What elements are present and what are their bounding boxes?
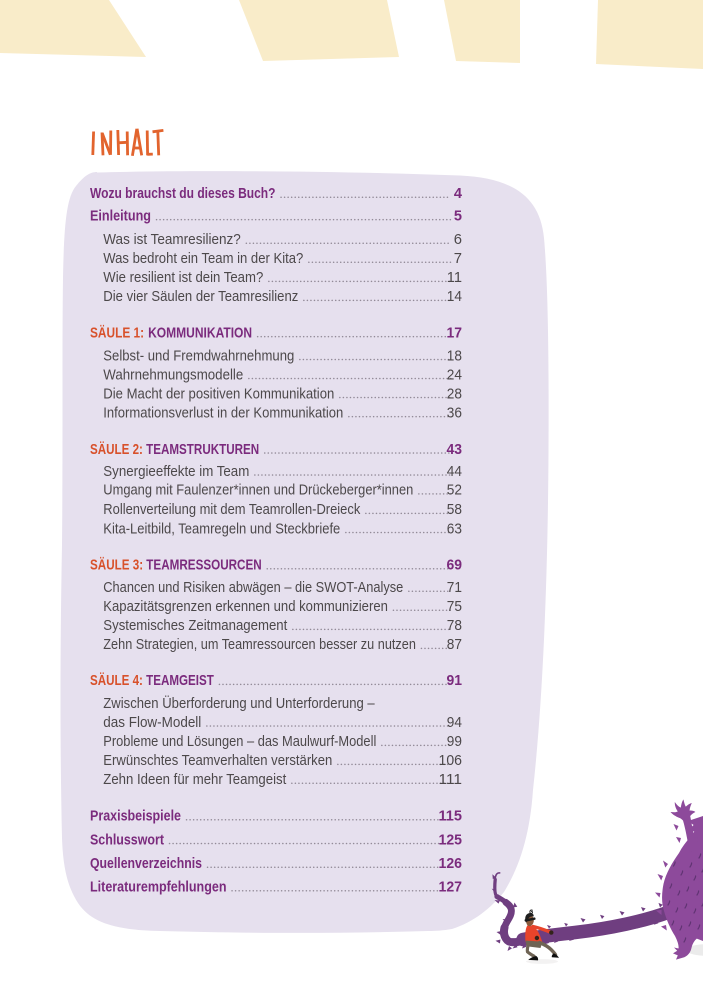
svg-text:SÄULE 3:: SÄULE 3:: [90, 557, 143, 574]
svg-text:58: 58: [447, 502, 462, 518]
svg-text:4: 4: [454, 186, 463, 202]
svg-text:Die Macht der positiven Kommun: Die Macht der positiven Kommunikation: [103, 386, 334, 402]
svg-text:Synergieeffekte im Team: Synergieeffekte im Team: [103, 464, 249, 480]
svg-text:SÄULE 1:: SÄULE 1:: [90, 324, 144, 341]
svg-text:28: 28: [447, 386, 462, 402]
svg-text:Quellenverzeichnis: Quellenverzeichnis: [90, 856, 202, 872]
svg-text:Kapazitätsgrenzen erkennen und: Kapazitätsgrenzen erkennen und kommunizi…: [103, 599, 388, 615]
svg-text:99: 99: [447, 734, 462, 750]
svg-text:Literaturempfehlungen: Literaturempfehlungen: [90, 880, 227, 896]
svg-text:75: 75: [447, 599, 462, 615]
svg-text:5: 5: [454, 208, 462, 224]
svg-text:Zehn Strategien, um Teamressou: Zehn Strategien, um Teamressourcen besse…: [103, 637, 416, 653]
svg-text:TEAMRESSOURCEN: TEAMRESSOURCEN: [146, 558, 261, 574]
svg-text:11: 11: [447, 270, 462, 286]
svg-text:106: 106: [439, 753, 463, 769]
svg-text:Kita-Leitbild, Teamregeln und: Kita-Leitbild, Teamregeln und Steckbrief…: [103, 521, 340, 537]
svg-text:Wozu brauchst du dieses Buch?: Wozu brauchst du dieses Buch?: [90, 186, 276, 202]
svg-text:6: 6: [454, 232, 462, 248]
svg-text:Wahrnehmungsmodelle: Wahrnehmungsmodelle: [103, 367, 243, 383]
svg-text:Zwischen Überforderung und Unt: Zwischen Überforderung und Unterforderun…: [103, 694, 375, 712]
svg-text:126: 126: [439, 856, 463, 872]
svg-text:115: 115: [439, 809, 463, 825]
svg-text:TEAMSTRUKTUREN: TEAMSTRUKTUREN: [146, 442, 259, 458]
svg-text:24: 24: [447, 367, 462, 383]
svg-text:TEAMGEIST: TEAMGEIST: [146, 673, 214, 689]
svg-text:Was bedroht ein Team in der Ki: Was bedroht ein Team in der Kita?: [103, 251, 303, 267]
svg-text:Die vier Säulen der Teamresili: Die vier Säulen der Teamresilienz: [103, 289, 298, 305]
svg-text:KOMMUNIKATION: KOMMUNIKATION: [148, 325, 252, 341]
svg-text:36: 36: [447, 405, 462, 421]
svg-text:Zehn Ideen für mehr Teamgeist: Zehn Ideen für mehr Teamgeist: [103, 772, 286, 788]
svg-text:SÄULE 2:: SÄULE 2:: [90, 441, 143, 458]
svg-text:18: 18: [447, 348, 462, 364]
svg-text:das Flow-Modell: das Flow-Modell: [103, 715, 201, 731]
svg-text:111: 111: [439, 772, 463, 788]
svg-text:94: 94: [447, 715, 462, 731]
svg-text:69: 69: [447, 558, 463, 574]
svg-text:52: 52: [447, 483, 462, 499]
svg-text:125: 125: [439, 832, 463, 848]
svg-text:Schlusswort: Schlusswort: [90, 832, 164, 848]
svg-text:14: 14: [447, 289, 462, 305]
svg-text:Was ist Teamresilienz?: Was ist Teamresilienz?: [103, 232, 241, 248]
svg-text:91: 91: [447, 673, 463, 689]
svg-text:Informationsverlust in der Kom: Informationsverlust in der Kommunikation: [103, 405, 343, 421]
svg-text:Probleme und Lösungen – das Ma: Probleme und Lösungen – das Maulwurf-Mod…: [103, 734, 376, 750]
svg-text:Umgang mit Faulenzer*innen und: Umgang mit Faulenzer*innen und Drückeber…: [103, 483, 413, 499]
svg-text:71: 71: [447, 580, 462, 596]
svg-text:Wie resilient ist dein Team?: Wie resilient ist dein Team?: [103, 270, 263, 286]
svg-text:43: 43: [447, 442, 463, 458]
svg-text:78: 78: [447, 618, 462, 634]
svg-text:7: 7: [454, 251, 462, 267]
svg-text:SÄULE 4:: SÄULE 4:: [90, 672, 143, 689]
svg-text:17: 17: [447, 325, 463, 341]
svg-text:Rollenverteilung mit dem Teamr: Rollenverteilung mit dem Teamrollen-Drei…: [103, 502, 361, 518]
svg-text:Systemisches Zeitmanagement: Systemisches Zeitmanagement: [103, 618, 287, 634]
svg-text:44: 44: [447, 464, 462, 480]
svg-text:Erwünschtes Teamverhalten vers: Erwünschtes Teamverhalten verstärken: [103, 753, 332, 769]
svg-text:Einleitung: Einleitung: [90, 208, 151, 224]
svg-text:Praxisbeispiele: Praxisbeispiele: [90, 809, 181, 825]
svg-text:Selbst- und Fremdwahrnehmung: Selbst- und Fremdwahrnehmung: [103, 348, 294, 364]
svg-text:87: 87: [447, 637, 462, 653]
svg-text:127: 127: [439, 880, 463, 896]
svg-text:63: 63: [447, 521, 462, 537]
svg-text:Chancen und Risiken abwägen –: Chancen und Risiken abwägen – die SWOT-A…: [103, 580, 403, 596]
